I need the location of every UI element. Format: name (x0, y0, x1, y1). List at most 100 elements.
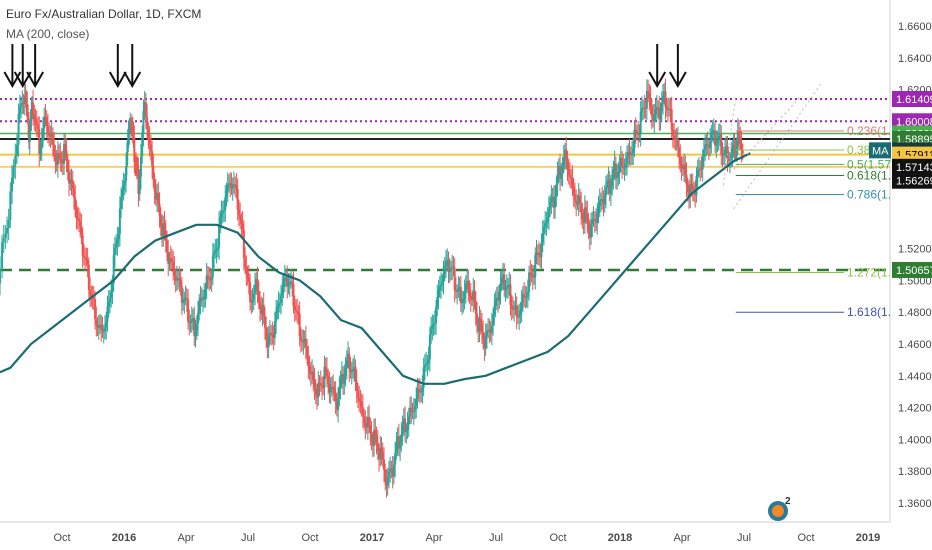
candle-body (152, 166, 155, 180)
candle-body (106, 306, 109, 322)
candle-body (529, 272, 532, 274)
candle-body (347, 353, 350, 360)
candle-body (557, 165, 560, 174)
candle-body (690, 183, 693, 186)
candle-body (343, 376, 346, 384)
candle-body (112, 255, 115, 284)
candle-body (635, 131, 638, 134)
candle-body (576, 203, 579, 205)
candle-body (177, 278, 180, 280)
candle-body (44, 116, 47, 118)
candle-body (503, 274, 506, 290)
candle-body (125, 166, 128, 181)
candle-body (134, 164, 137, 166)
candle-body (382, 459, 385, 470)
candle-body (593, 218, 596, 221)
candle-body (205, 275, 208, 290)
candle-body (319, 383, 322, 386)
candle-body (235, 185, 238, 190)
candle-body (231, 185, 234, 189)
candle-body (51, 134, 54, 145)
y-tick-label: 1.48000 (898, 307, 932, 319)
candle-body (463, 292, 466, 299)
candle-body (144, 102, 147, 118)
candle-body (588, 230, 591, 238)
candle-body (363, 415, 366, 423)
candle-body (647, 90, 650, 93)
candle-body (535, 252, 538, 256)
candle-body (663, 91, 666, 96)
candle-body (612, 169, 615, 179)
candle-body (218, 224, 221, 248)
candle-body (170, 258, 173, 262)
candle-body (675, 138, 678, 140)
candle-body (644, 108, 647, 110)
candle-body (573, 194, 576, 201)
candle-body (554, 196, 557, 208)
candle-body (268, 332, 271, 335)
candle-body (537, 253, 540, 256)
candle-body (452, 266, 455, 268)
candle-body (29, 118, 32, 131)
candle-body (291, 281, 294, 284)
candle-body (475, 313, 478, 324)
price-tag (892, 113, 932, 130)
candle-body (196, 313, 199, 324)
candle-body (132, 131, 135, 138)
candle-body (469, 295, 472, 300)
candle-body (33, 114, 36, 120)
candle-body (498, 292, 501, 301)
candle-body (418, 390, 421, 393)
candle-body (299, 336, 302, 341)
candle-body (711, 130, 714, 135)
candle-body (474, 301, 477, 314)
candle-body (457, 288, 460, 291)
x-tick-label: Apr (673, 532, 690, 544)
candle-body (190, 319, 193, 322)
candle-body (365, 426, 368, 428)
candle-body (358, 397, 361, 401)
candle-body (369, 424, 372, 434)
candle-body (314, 388, 317, 395)
candle-body (582, 219, 585, 224)
candle-body (405, 429, 408, 433)
candle-body (462, 298, 465, 303)
candle-body (665, 106, 668, 110)
candle-body (90, 294, 93, 297)
candle-body (266, 338, 269, 348)
candle-body (586, 213, 589, 222)
trend-line (733, 97, 801, 170)
candle-body (24, 95, 27, 99)
candle-body (544, 223, 547, 227)
candle-body (225, 189, 228, 198)
candle-body (487, 329, 490, 332)
candle-body (436, 297, 439, 307)
candle-body (226, 185, 229, 190)
candle-body (252, 293, 255, 300)
candle-body (649, 98, 652, 107)
candle-body (473, 290, 476, 302)
candle-body (153, 179, 156, 192)
candle-body (642, 107, 645, 109)
candle-body (55, 161, 58, 166)
candle-body (585, 207, 588, 214)
candle-body (461, 302, 464, 304)
candle-body (187, 299, 190, 322)
candle-body (100, 324, 103, 330)
candle-body (232, 184, 235, 186)
notification-badge-icon[interactable]: 2 (768, 496, 791, 521)
candle-body (728, 159, 731, 161)
candle-body (312, 371, 315, 381)
candle-body (340, 373, 343, 379)
candle-body (707, 145, 710, 148)
candle-body (354, 367, 357, 382)
candle-body (430, 328, 433, 335)
candle-body (286, 277, 289, 287)
candle-body (335, 401, 338, 410)
candle-body (657, 107, 660, 109)
candle-body (133, 137, 136, 162)
candle-body (627, 151, 630, 158)
candle-body (75, 208, 78, 218)
candle-body (86, 260, 89, 265)
